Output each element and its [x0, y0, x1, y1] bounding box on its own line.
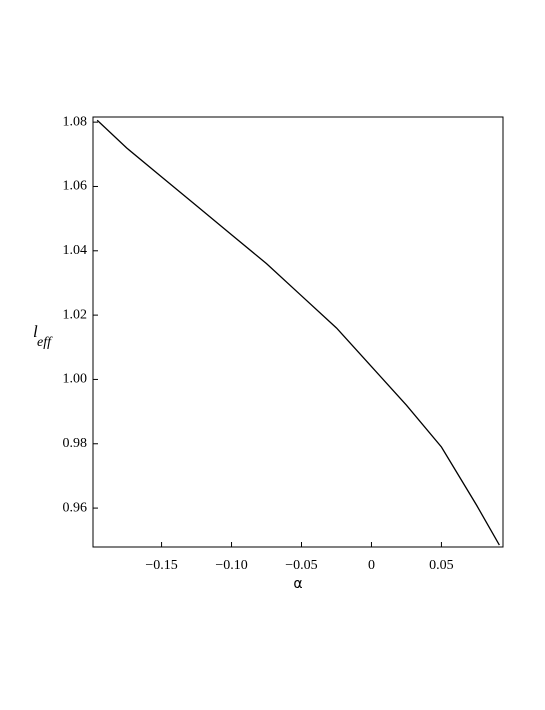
y-tick-label: 1.00	[63, 372, 88, 387]
y-axis-label-subscript: eff	[37, 335, 53, 350]
y-tick-label: 1.02	[63, 307, 88, 322]
y-tick-label: 0.96	[63, 500, 88, 515]
plot-frame	[92, 116, 504, 548]
y-tick-label: 1.06	[63, 179, 88, 194]
y-tick-label: 0.98	[63, 436, 88, 451]
x-tick-label: −0.15	[145, 558, 177, 573]
x-tick-label: −0.10	[215, 558, 247, 573]
y-tick-label: 1.08	[63, 114, 88, 129]
x-tick-label: 0.05	[429, 558, 454, 573]
y-tick-label: 1.04	[63, 243, 88, 258]
x-axis-label: α	[293, 576, 302, 592]
y-axis-label: l	[33, 322, 38, 341]
line	[96, 119, 500, 546]
x-tick-label: 0	[368, 558, 375, 573]
x-tick-label: −0.05	[285, 558, 317, 573]
